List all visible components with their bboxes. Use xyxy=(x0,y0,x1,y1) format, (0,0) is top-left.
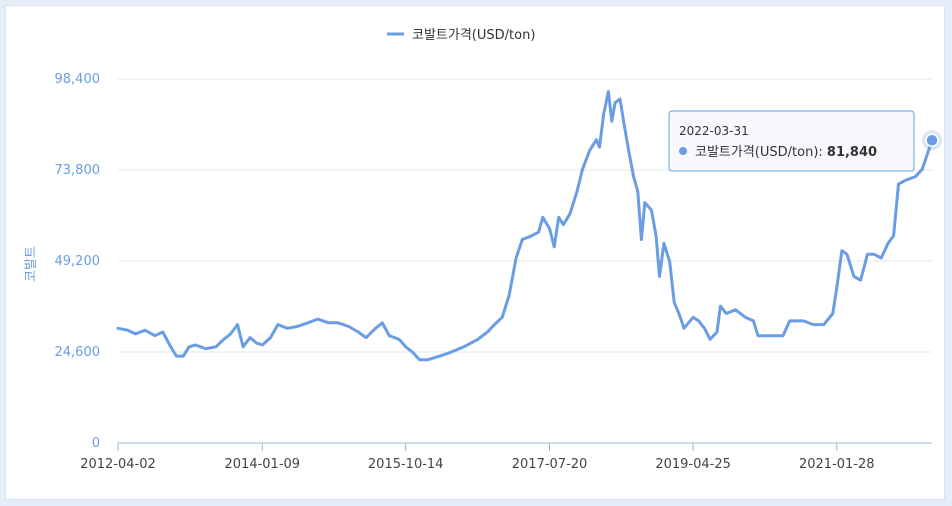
x-tick-label: 2017-07-20 xyxy=(512,457,588,472)
tooltip-series-line: 코발트가격(USD/ton): 81,840 xyxy=(695,145,877,160)
tooltip-value: 81,840 xyxy=(827,145,877,160)
x-tick-label: 2015-10-14 xyxy=(368,457,444,472)
y-tick-label: 0 xyxy=(92,436,100,451)
x-tick-label: 2012-04-02 xyxy=(80,457,156,472)
x-tick-label: 2014-01-09 xyxy=(225,457,301,472)
axis-layer: 0 24,600 49,200 73,800 98,400 2012-04-02 2014-… xyxy=(55,72,932,472)
series-layer xyxy=(116,90,942,362)
series-line xyxy=(116,90,934,362)
legend-label: 코발트가격(USD/ton) xyxy=(412,28,535,43)
x-tick-label: 2021-01-28 xyxy=(799,457,875,472)
tooltip-box xyxy=(668,110,915,172)
tooltip-series-marker xyxy=(679,147,687,155)
tooltip-series-label: 코발트가격(USD/ton): xyxy=(695,145,827,160)
y-tick-label: 73,800 xyxy=(55,163,101,178)
y-tick-label: 98,400 xyxy=(55,72,101,87)
grid-layer xyxy=(118,78,932,353)
y-axis-title: 코발트 xyxy=(24,246,39,282)
legend[interactable]: 코발트가격(USD/ton) xyxy=(387,28,535,43)
chart-frame: 0 24,600 49,200 73,800 98,400 2012-04-02 2014-… xyxy=(5,5,945,500)
y-tick-label: 24,600 xyxy=(55,345,101,360)
cobalt-price-chart: 0 24,600 49,200 73,800 98,400 2012-04-02 2014-… xyxy=(24,28,942,472)
tooltip-date: 2022-03-31 xyxy=(679,124,749,138)
x-tick-label: 2019-04-25 xyxy=(655,457,731,472)
tooltip: 2022-03-31 코발트가격(USD/ton): 81,840 xyxy=(668,110,915,172)
hover-point[interactable] xyxy=(925,133,939,148)
y-tick-label: 49,200 xyxy=(55,254,101,269)
